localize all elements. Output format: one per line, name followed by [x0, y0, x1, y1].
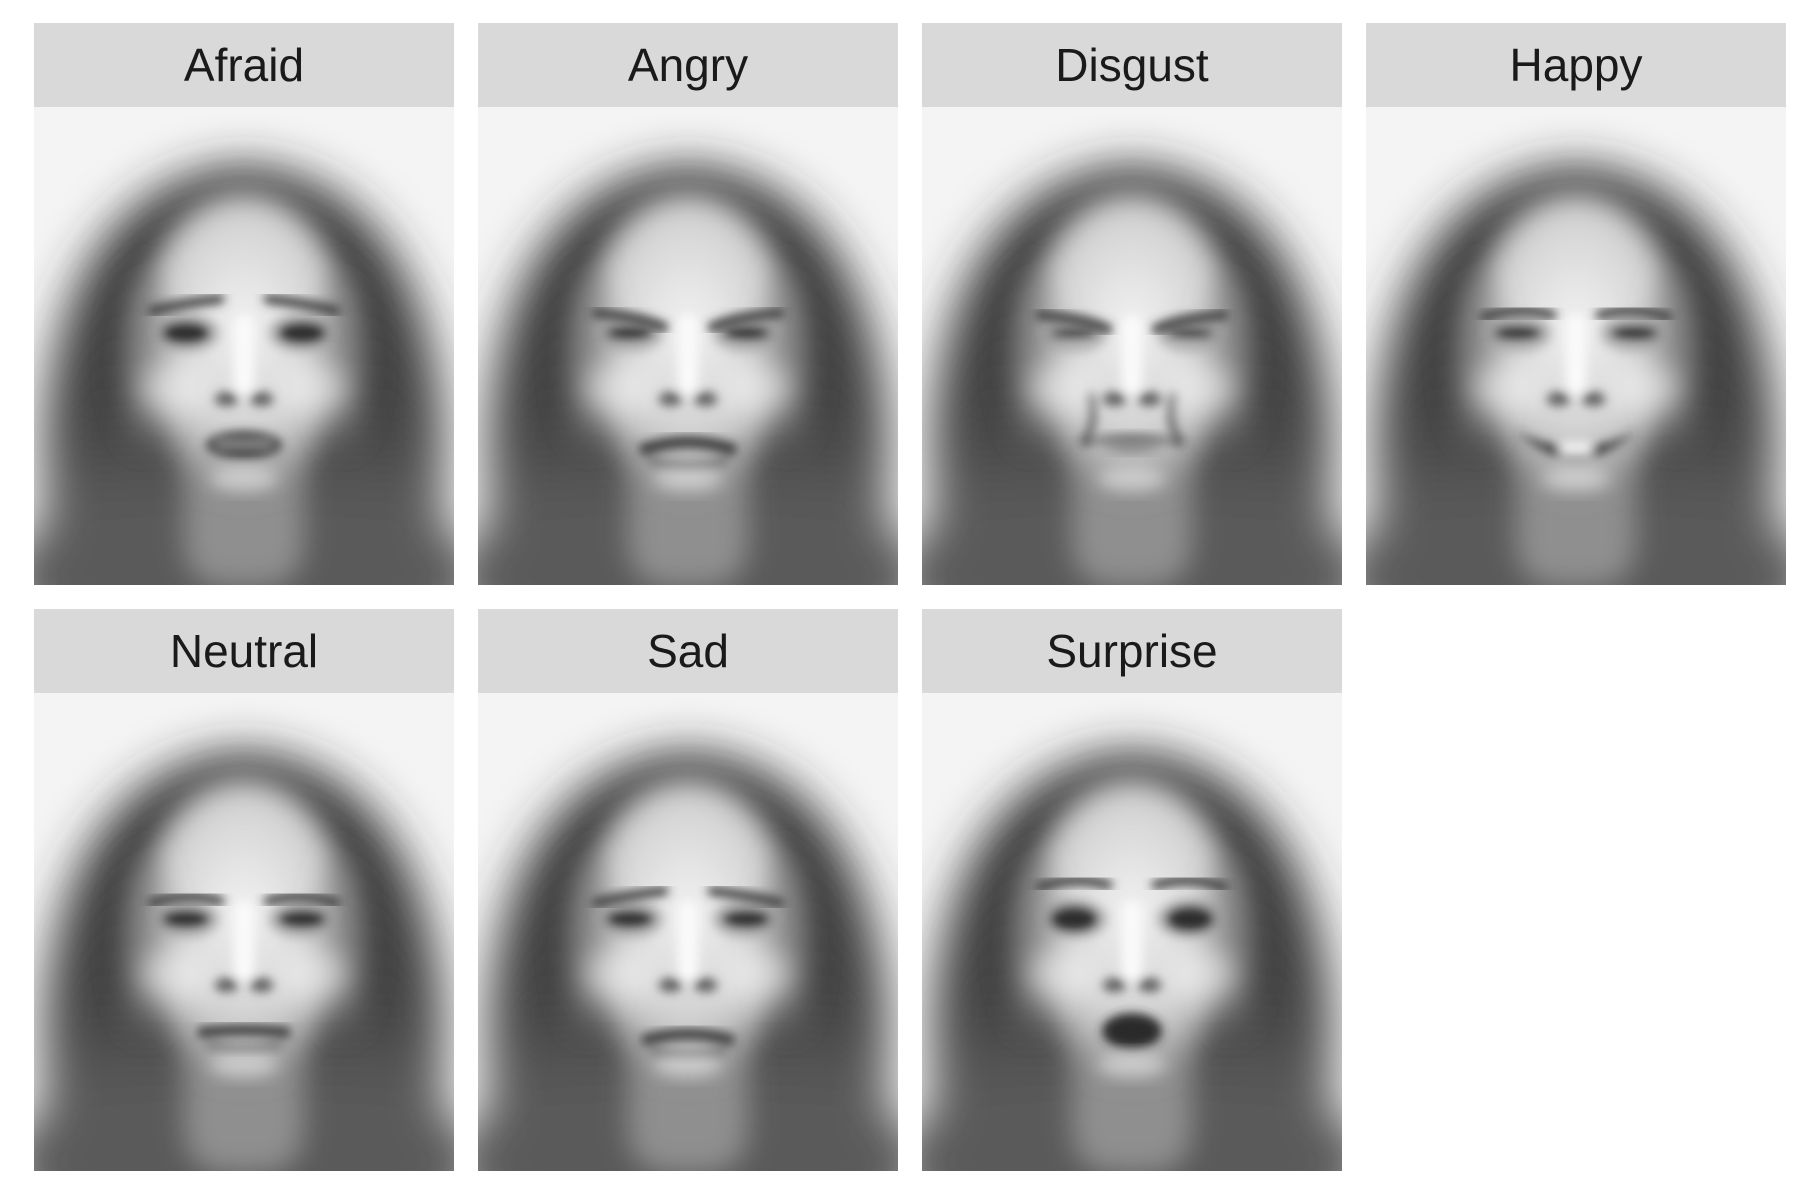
panel-title-happy: Happy — [1366, 23, 1786, 107]
panel-title-angry: Angry — [478, 23, 898, 107]
panel-title-sad: Sad — [478, 609, 898, 693]
panel-happy: Happy — [1366, 23, 1786, 585]
panel-angry: Angry — [478, 23, 898, 585]
face-image-neutral — [34, 693, 454, 1171]
panel-afraid: Afraid — [34, 23, 454, 585]
panel-surprise: Surprise — [922, 609, 1342, 1171]
face-image-surprise — [922, 693, 1342, 1171]
face-image-angry — [478, 107, 898, 585]
face-image-happy — [1366, 107, 1786, 585]
face-image-disgust — [922, 107, 1342, 585]
panel-sad: Sad — [478, 609, 898, 1171]
panel-title-afraid: Afraid — [34, 23, 454, 107]
panel-title-surprise: Surprise — [922, 609, 1342, 693]
panel-title-neutral: Neutral — [34, 609, 454, 693]
panel-neutral: Neutral — [34, 609, 454, 1171]
panel-disgust: Disgust — [922, 23, 1342, 585]
face-image-afraid — [34, 107, 454, 585]
panel-title-disgust: Disgust — [922, 23, 1342, 107]
face-image-sad — [478, 693, 898, 1171]
